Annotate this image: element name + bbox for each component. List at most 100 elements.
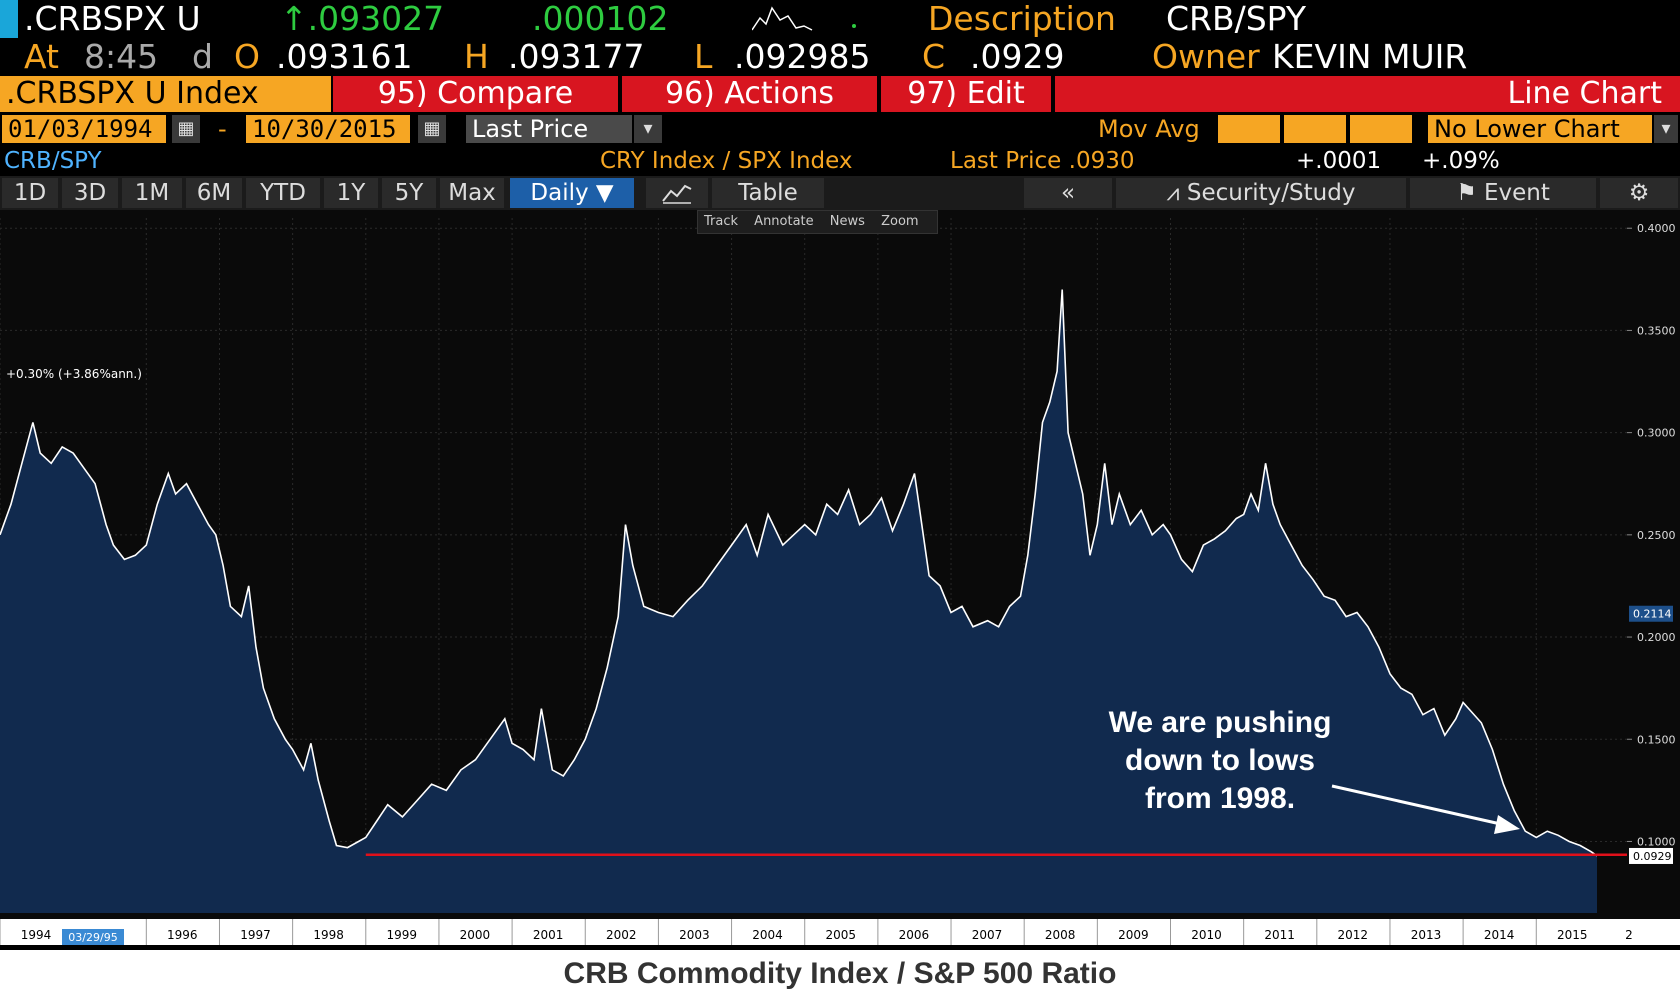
series-line xyxy=(0,289,1598,857)
y-tick-label: 0.2500 xyxy=(1637,529,1676,542)
mov-avg-input-2[interactable] xyxy=(1284,115,1346,143)
tab-ytd[interactable]: YTD xyxy=(246,178,320,208)
y-tick-label: 0.2000 xyxy=(1637,631,1676,644)
change-value: .000102 xyxy=(532,0,669,38)
chart-caption: CRB Commodity Index / S&P 500 Ratio xyxy=(0,950,1680,997)
lower-chart-select[interactable]: No Lower Chart xyxy=(1428,115,1652,143)
x-tick-label: 2015 xyxy=(1557,928,1588,942)
x-tick-label: 2012 xyxy=(1338,928,1369,942)
at-label: At xyxy=(24,37,59,76)
track-tool[interactable]: Track xyxy=(704,214,739,229)
x-tick-label: 2010 xyxy=(1191,928,1222,942)
x-tick-label: 2002 xyxy=(606,928,637,942)
y-tick-label: 0.1500 xyxy=(1637,733,1676,746)
x-tick-label: 1999 xyxy=(387,928,418,942)
tab-1y[interactable]: 1Y xyxy=(324,178,378,208)
collapse-button[interactable]: « xyxy=(1024,178,1112,208)
ticker-color-tab xyxy=(0,0,18,38)
callout-arrow-head xyxy=(1494,815,1520,834)
x-tick-label: 1998 xyxy=(313,928,344,942)
x-tick-label: 2013 xyxy=(1411,928,1442,942)
series-area xyxy=(0,289,1597,913)
x-tick-label: 1994 xyxy=(21,928,52,942)
calendar-icon[interactable]: ▦ xyxy=(418,115,446,143)
tab-3d[interactable]: 3D xyxy=(62,178,118,208)
tab-6m[interactable]: 6M xyxy=(186,178,242,208)
security-index-field[interactable]: .CRBSPX U Index xyxy=(0,76,331,112)
ohlc-row: At 8:45 d O .093161 H .093177 L .092985 … xyxy=(0,38,1680,76)
security-name: CRB/SPY xyxy=(4,148,102,174)
owner-value: KEVIN MUIR xyxy=(1272,37,1468,76)
x-tick-label: 2001 xyxy=(533,928,564,942)
line-chart-icon[interactable] xyxy=(646,178,708,208)
x-tick-label: 2 xyxy=(1625,928,1633,942)
annotate-tool[interactable]: Annotate xyxy=(754,214,814,229)
callout-text: We are pushing xyxy=(1109,706,1332,739)
close-label: C xyxy=(922,37,946,76)
compare-button[interactable]: 95) Compare xyxy=(333,76,618,112)
end-date-input[interactable]: 10/30/2015 xyxy=(246,115,410,143)
quote-time: 8:45 xyxy=(84,37,159,76)
news-tool[interactable]: News xyxy=(829,214,865,229)
high-label: H xyxy=(464,37,489,76)
callout-text: from 1998. xyxy=(1145,782,1295,815)
x-date-cursor-box xyxy=(62,929,124,945)
chevron-down-icon[interactable]: ▾ xyxy=(634,115,662,143)
value-marker-label: 0.2114 xyxy=(1633,608,1672,621)
gear-icon[interactable]: ⚙ xyxy=(1600,178,1678,208)
x-tick-label: 2011 xyxy=(1264,928,1295,942)
zoom-tool[interactable]: Zoom xyxy=(881,214,919,229)
x-tick-label: 2004 xyxy=(752,928,783,942)
security-info-row: CRB/SPY CRY Index / SPX Index Last Price… xyxy=(0,146,1680,176)
menu-bar: .CRBSPX U Index 95) Compare 96) Actions … xyxy=(0,76,1680,112)
price-field-select[interactable]: Last Price xyxy=(466,115,632,143)
table-button[interactable]: Table xyxy=(712,178,824,208)
mov-avg-label: Mov Avg xyxy=(1098,115,1200,143)
description-label: Description xyxy=(928,0,1116,38)
date-dash: - xyxy=(218,115,227,143)
tab-1d[interactable]: 1D xyxy=(2,178,58,208)
chevron-down-icon[interactable]: ▾ xyxy=(1654,115,1678,143)
x-tick-label: 1997 xyxy=(240,928,271,942)
x-date-cursor-label: 03/29/95 xyxy=(68,931,117,944)
callout-arrow-shaft xyxy=(1331,784,1506,827)
callout-text: down to lows xyxy=(1125,744,1315,777)
mov-avg-input-3[interactable] xyxy=(1350,115,1412,143)
tab-1m[interactable]: 1M xyxy=(122,178,182,208)
actions-button[interactable]: 96) Actions xyxy=(622,76,877,112)
description-value: CRB/SPY xyxy=(1166,0,1307,38)
value-marker-label: 0.0929 xyxy=(1633,850,1672,863)
value-marker-box xyxy=(1629,847,1673,864)
ratio-chart[interactable]: 0.4000 0.3500 0.3000 0.2500 0.2000 0.1500 0.10… xyxy=(0,210,1680,945)
x-tick-label: 2000 xyxy=(460,928,491,942)
last-price-info: Last Price .0930 xyxy=(950,148,1135,174)
y-tick-label: 0.1000 xyxy=(1637,835,1676,848)
study-icon: ⩘ xyxy=(1166,180,1187,206)
chart-type-label: Line Chart xyxy=(1055,76,1680,112)
sparkline-icon xyxy=(752,6,856,31)
start-date-input[interactable]: 01/03/1994 xyxy=(2,115,166,143)
y-tick-label: 0.3000 xyxy=(1637,427,1676,440)
d-label: d xyxy=(192,37,213,76)
event-button[interactable]: ⚑ Event xyxy=(1410,178,1596,208)
chart-mini-toolbar: Track Annotate News Zoom xyxy=(697,210,938,234)
x-axis-band xyxy=(0,919,1680,945)
tab-5y[interactable]: 5Y xyxy=(382,178,436,208)
tab-max[interactable]: Max xyxy=(440,178,504,208)
quote-header-row: .CRBSPX U ↑.093027 .000102 Description C… xyxy=(0,0,1680,38)
security-study-button[interactable]: ⩘ Security/Study xyxy=(1116,178,1406,208)
x-tick-label: 1996 xyxy=(167,928,198,942)
mov-avg-input-1[interactable] xyxy=(1218,115,1280,143)
low-label: L xyxy=(694,37,713,76)
frequency-dropdown[interactable]: Daily ▼ xyxy=(510,178,634,208)
open-label: O xyxy=(234,37,260,76)
high-value: .093177 xyxy=(508,37,645,76)
security-study-label: Security/Study xyxy=(1186,180,1356,206)
calendar-icon[interactable]: ▦ xyxy=(172,115,200,143)
security-formula: CRY Index / SPX Index xyxy=(600,148,853,174)
x-tick-label: 2005 xyxy=(825,928,856,942)
period-tabs-row: 1D 3D 1M 6M YTD 1Y 5Y Max Daily ▼ Table … xyxy=(0,176,1680,210)
flag-icon: ⚑ xyxy=(1456,180,1485,206)
edit-button[interactable]: 97) Edit xyxy=(881,76,1051,112)
pct-change: +.09% xyxy=(1422,148,1500,174)
